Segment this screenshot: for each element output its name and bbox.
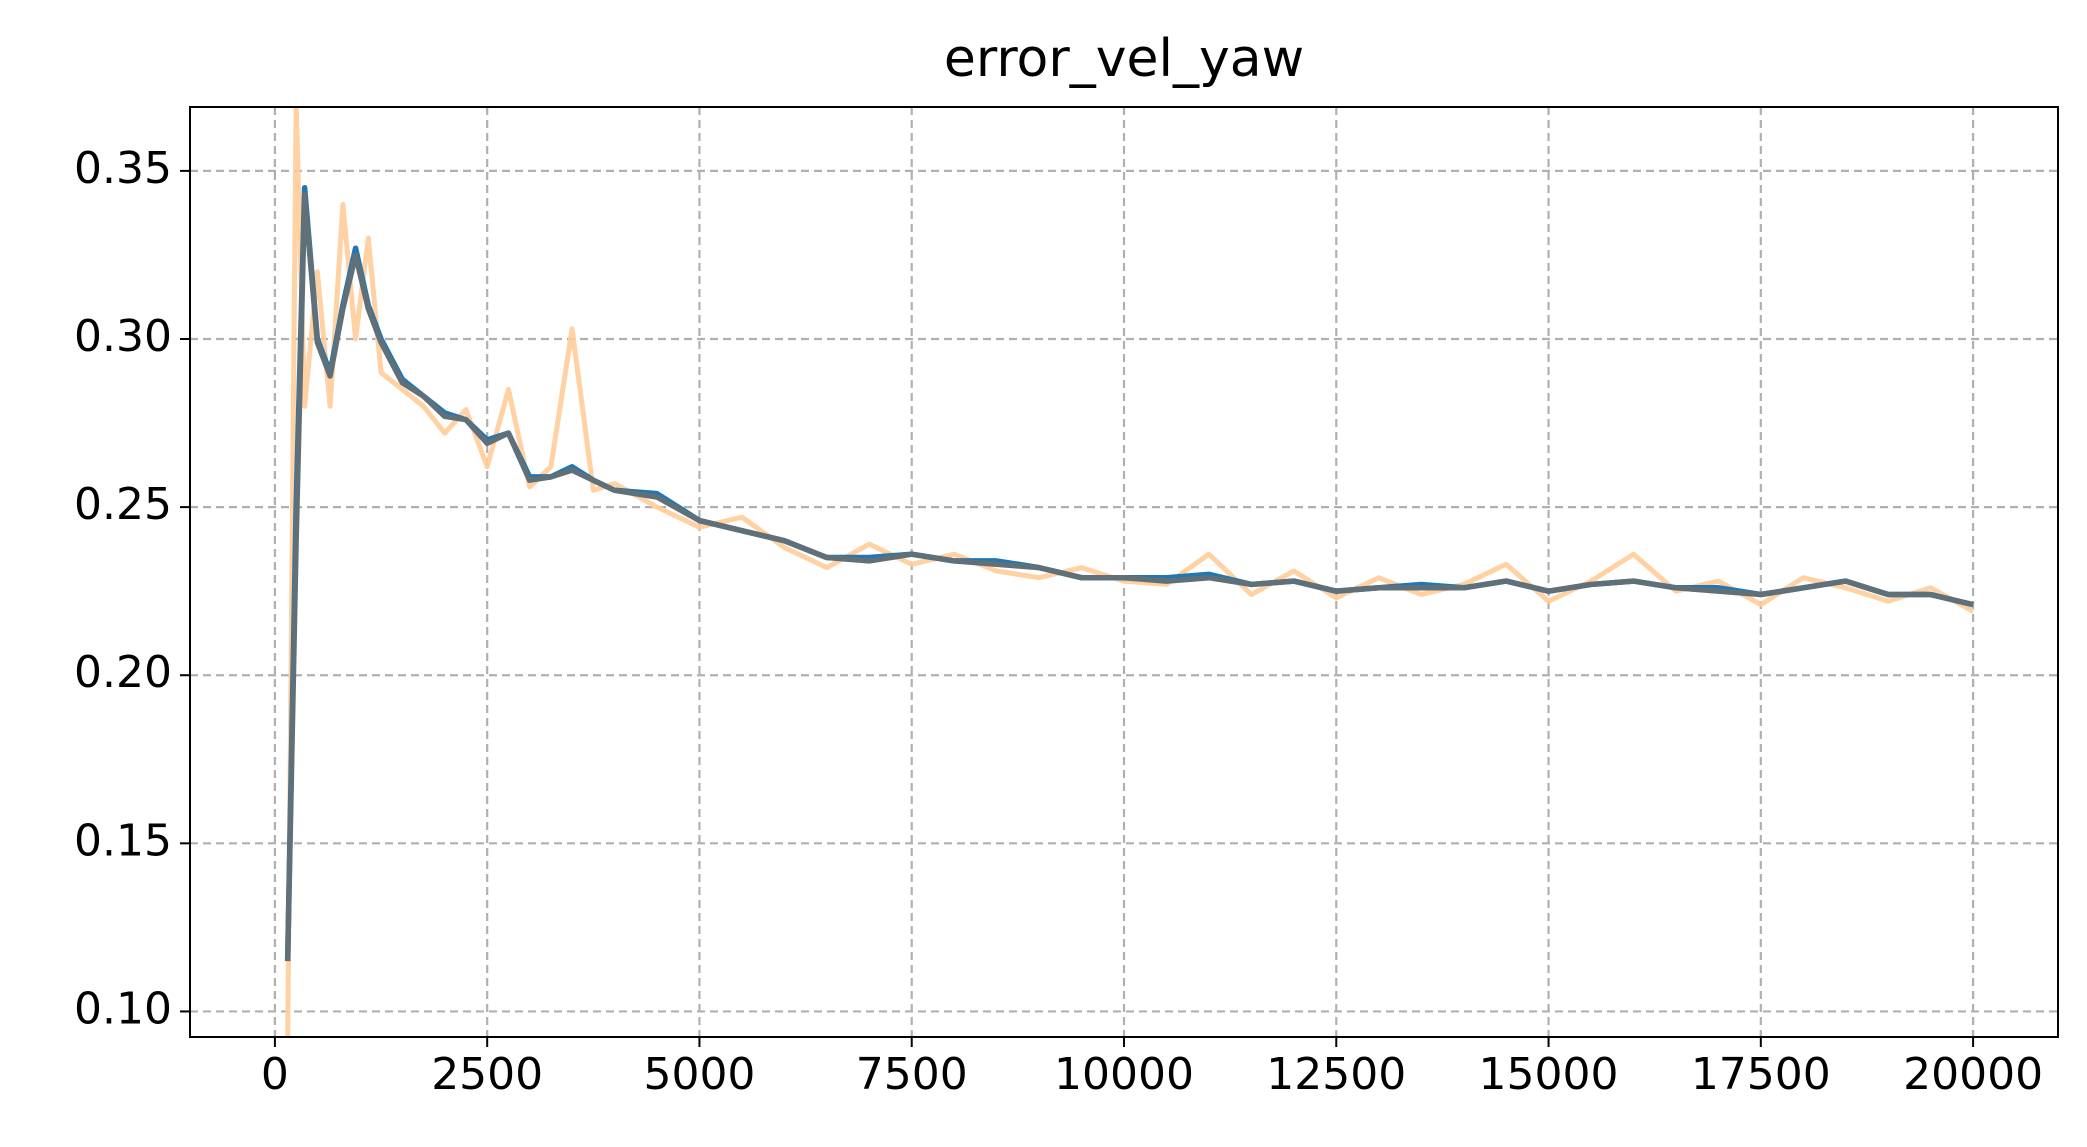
y-tick-label: 0.35 [74,143,172,194]
y-tick-label: 0.10 [74,983,172,1034]
x-tick-label: 15000 [1479,1049,1619,1100]
x-tick-label: 2500 [431,1049,543,1100]
x-tick-label: 12500 [1266,1049,1406,1100]
y-tick-label: 0.15 [74,815,172,866]
chart-title: error_vel_yaw [944,29,1304,89]
x-tick-label: 10000 [1054,1049,1194,1100]
x-tick-label: 17500 [1691,1049,1831,1100]
lines-layer [284,107,1975,1037]
x-tick-label: 20000 [1903,1049,2043,1100]
series-line [284,191,1974,962]
x-tick-label: 7500 [856,1049,968,1100]
y-tick-label: 0.25 [74,479,172,530]
y-tick-label: 0.30 [74,311,172,362]
grid-layer [190,107,2058,1037]
x-tick-label: 0 [261,1049,289,1100]
y-tick-label: 0.20 [74,647,172,698]
x-tick-label: 5000 [643,1049,755,1100]
ticks-layer: 0 2500 5000 7500 10000 12500 15000 17500 20000 0.… [74,143,2043,1100]
